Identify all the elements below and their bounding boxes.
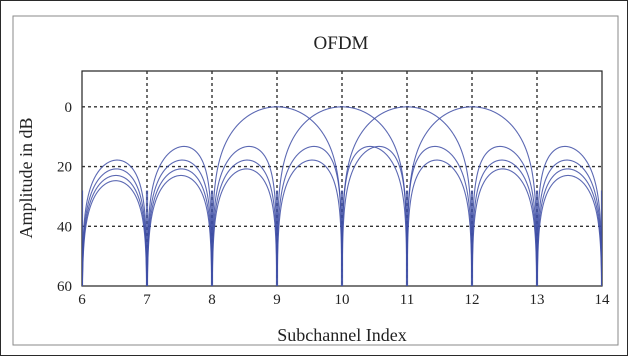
y-axis-label: Amplitude in dB [16, 118, 36, 239]
x-tick-label: 11 [400, 292, 414, 308]
x-axis-label: Subchannel Index [277, 325, 406, 345]
subcarrier-curve [82, 106, 602, 286]
subcarrier-curve [82, 106, 602, 286]
x-tick-label: 7 [143, 292, 151, 308]
y-tick-label: 0 [65, 100, 73, 116]
x-tick-label: 10 [335, 292, 350, 308]
y-tick-label: 20 [57, 160, 72, 176]
subcarrier-curve [82, 106, 602, 286]
x-tick-label: 14 [595, 292, 611, 308]
subcarrier-curve [82, 106, 602, 286]
axis-ticks: 6 7 8 9 10 11 12 13 14 0 20 40 60 [57, 100, 610, 308]
x-tick-label: 13 [530, 292, 545, 308]
spectrum-curves [82, 106, 602, 286]
figure-panel [12, 15, 619, 346]
x-tick-label: 9 [273, 292, 281, 308]
x-tick-label: 8 [208, 292, 216, 308]
x-tick-label: 12 [465, 292, 480, 308]
chart-title: OFDM [314, 33, 369, 54]
x-tick-label: 6 [78, 292, 86, 308]
y-tick-label: 60 [57, 279, 72, 295]
y-tick-label: 40 [57, 219, 72, 235]
